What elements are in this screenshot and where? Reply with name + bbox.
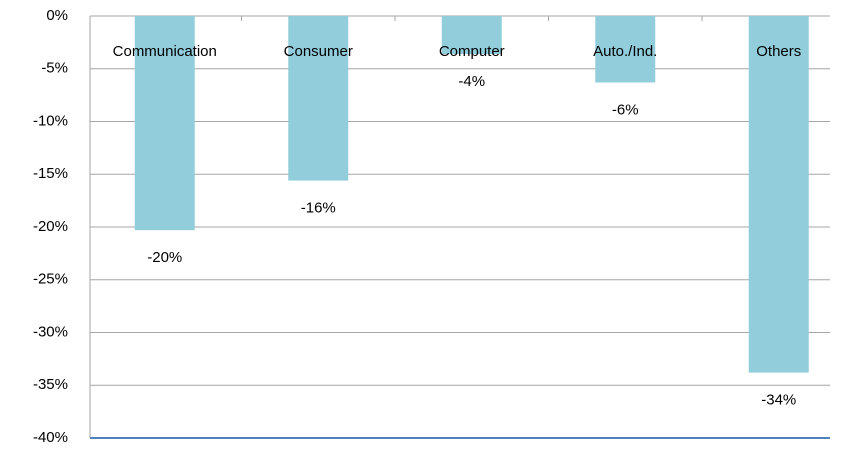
value-label: -16% [301, 200, 336, 217]
y-tick-label: -5% [41, 60, 68, 77]
bar [595, 16, 656, 83]
y-tick-label: -25% [33, 271, 68, 288]
y-tick-label: -35% [33, 376, 68, 393]
category-label: Others [756, 43, 801, 60]
category-label: Auto./Ind. [593, 43, 657, 60]
bar [134, 16, 195, 231]
value-label: -20% [147, 249, 182, 266]
bar [748, 16, 809, 373]
y-tick-label: -20% [33, 218, 68, 235]
y-tick-label: -10% [33, 112, 68, 129]
value-label: -34% [761, 392, 796, 409]
y-tick-label: -15% [33, 165, 68, 182]
y-tick-label: -30% [33, 323, 68, 340]
y-tick-label: 0% [46, 7, 68, 24]
category-label: Consumer [284, 43, 353, 60]
bar [441, 16, 502, 54]
value-label: -6% [612, 101, 639, 118]
category-label: Communication [113, 43, 217, 60]
category-label: Computer [439, 43, 505, 60]
y-tick-label: -40% [33, 429, 68, 446]
bar [288, 16, 349, 181]
value-label: -4% [458, 73, 485, 90]
